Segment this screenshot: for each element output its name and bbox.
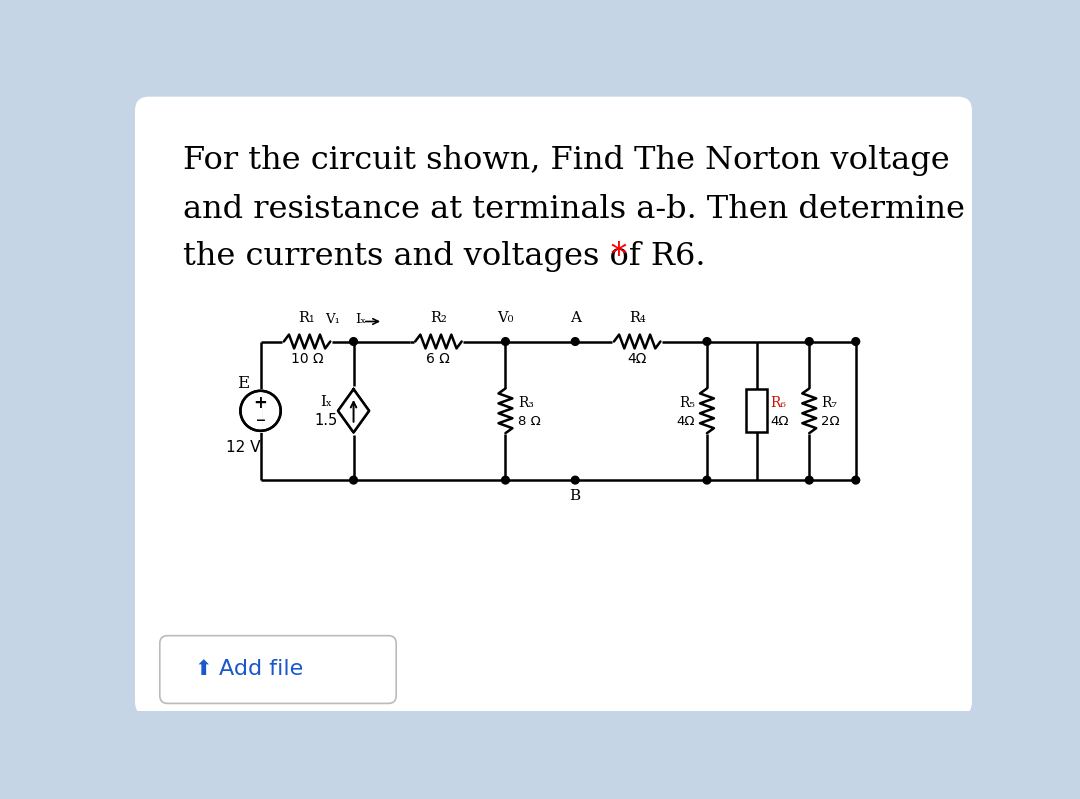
Polygon shape — [338, 389, 369, 432]
Circle shape — [806, 338, 813, 345]
Text: 4Ω: 4Ω — [677, 415, 696, 428]
Circle shape — [806, 476, 813, 484]
Text: 2Ω: 2Ω — [821, 415, 839, 428]
Text: ⬆: ⬆ — [194, 659, 212, 679]
Text: E: E — [238, 376, 249, 392]
Text: V₁: V₁ — [325, 313, 339, 326]
Circle shape — [571, 338, 579, 345]
Text: R₄: R₄ — [629, 311, 646, 324]
Text: R₇: R₇ — [821, 396, 837, 410]
Text: R₃: R₃ — [517, 396, 534, 410]
Circle shape — [703, 476, 711, 484]
Text: R₆: R₆ — [770, 396, 786, 410]
Circle shape — [852, 338, 860, 345]
Text: R₁: R₁ — [299, 311, 315, 324]
Text: *: * — [611, 241, 626, 272]
Text: 10 Ω: 10 Ω — [291, 352, 323, 366]
Circle shape — [350, 476, 357, 484]
Circle shape — [501, 476, 510, 484]
Bar — [745, 389, 768, 432]
Text: 4Ω: 4Ω — [627, 352, 647, 366]
FancyBboxPatch shape — [160, 636, 396, 703]
Text: the currents and voltages of R6.: the currents and voltages of R6. — [183, 241, 705, 272]
Circle shape — [703, 338, 711, 345]
Text: Iₓ: Iₓ — [321, 395, 333, 408]
Text: V₀: V₀ — [497, 311, 514, 324]
Text: A: A — [570, 311, 581, 324]
Text: and resistance at terminals a-b. Then determine: and resistance at terminals a-b. Then de… — [183, 193, 966, 225]
Circle shape — [571, 476, 579, 484]
Text: –: – — [256, 411, 266, 431]
Circle shape — [501, 338, 510, 345]
Text: 8 Ω: 8 Ω — [517, 415, 541, 428]
Text: 4Ω: 4Ω — [770, 415, 789, 428]
Text: Iₓ: Iₓ — [355, 313, 366, 326]
Text: 12 V: 12 V — [226, 440, 260, 455]
Text: 1.5: 1.5 — [314, 413, 338, 428]
FancyBboxPatch shape — [135, 97, 972, 716]
Circle shape — [350, 338, 357, 345]
Text: R₂: R₂ — [430, 311, 447, 324]
Text: Add file: Add file — [218, 659, 303, 679]
Text: +: + — [254, 394, 268, 412]
Text: R₅: R₅ — [679, 396, 696, 410]
Circle shape — [852, 476, 860, 484]
Text: B: B — [569, 489, 581, 503]
Text: 6 Ω: 6 Ω — [427, 352, 450, 366]
Text: For the circuit shown, Find The Norton voltage: For the circuit shown, Find The Norton v… — [183, 145, 949, 176]
